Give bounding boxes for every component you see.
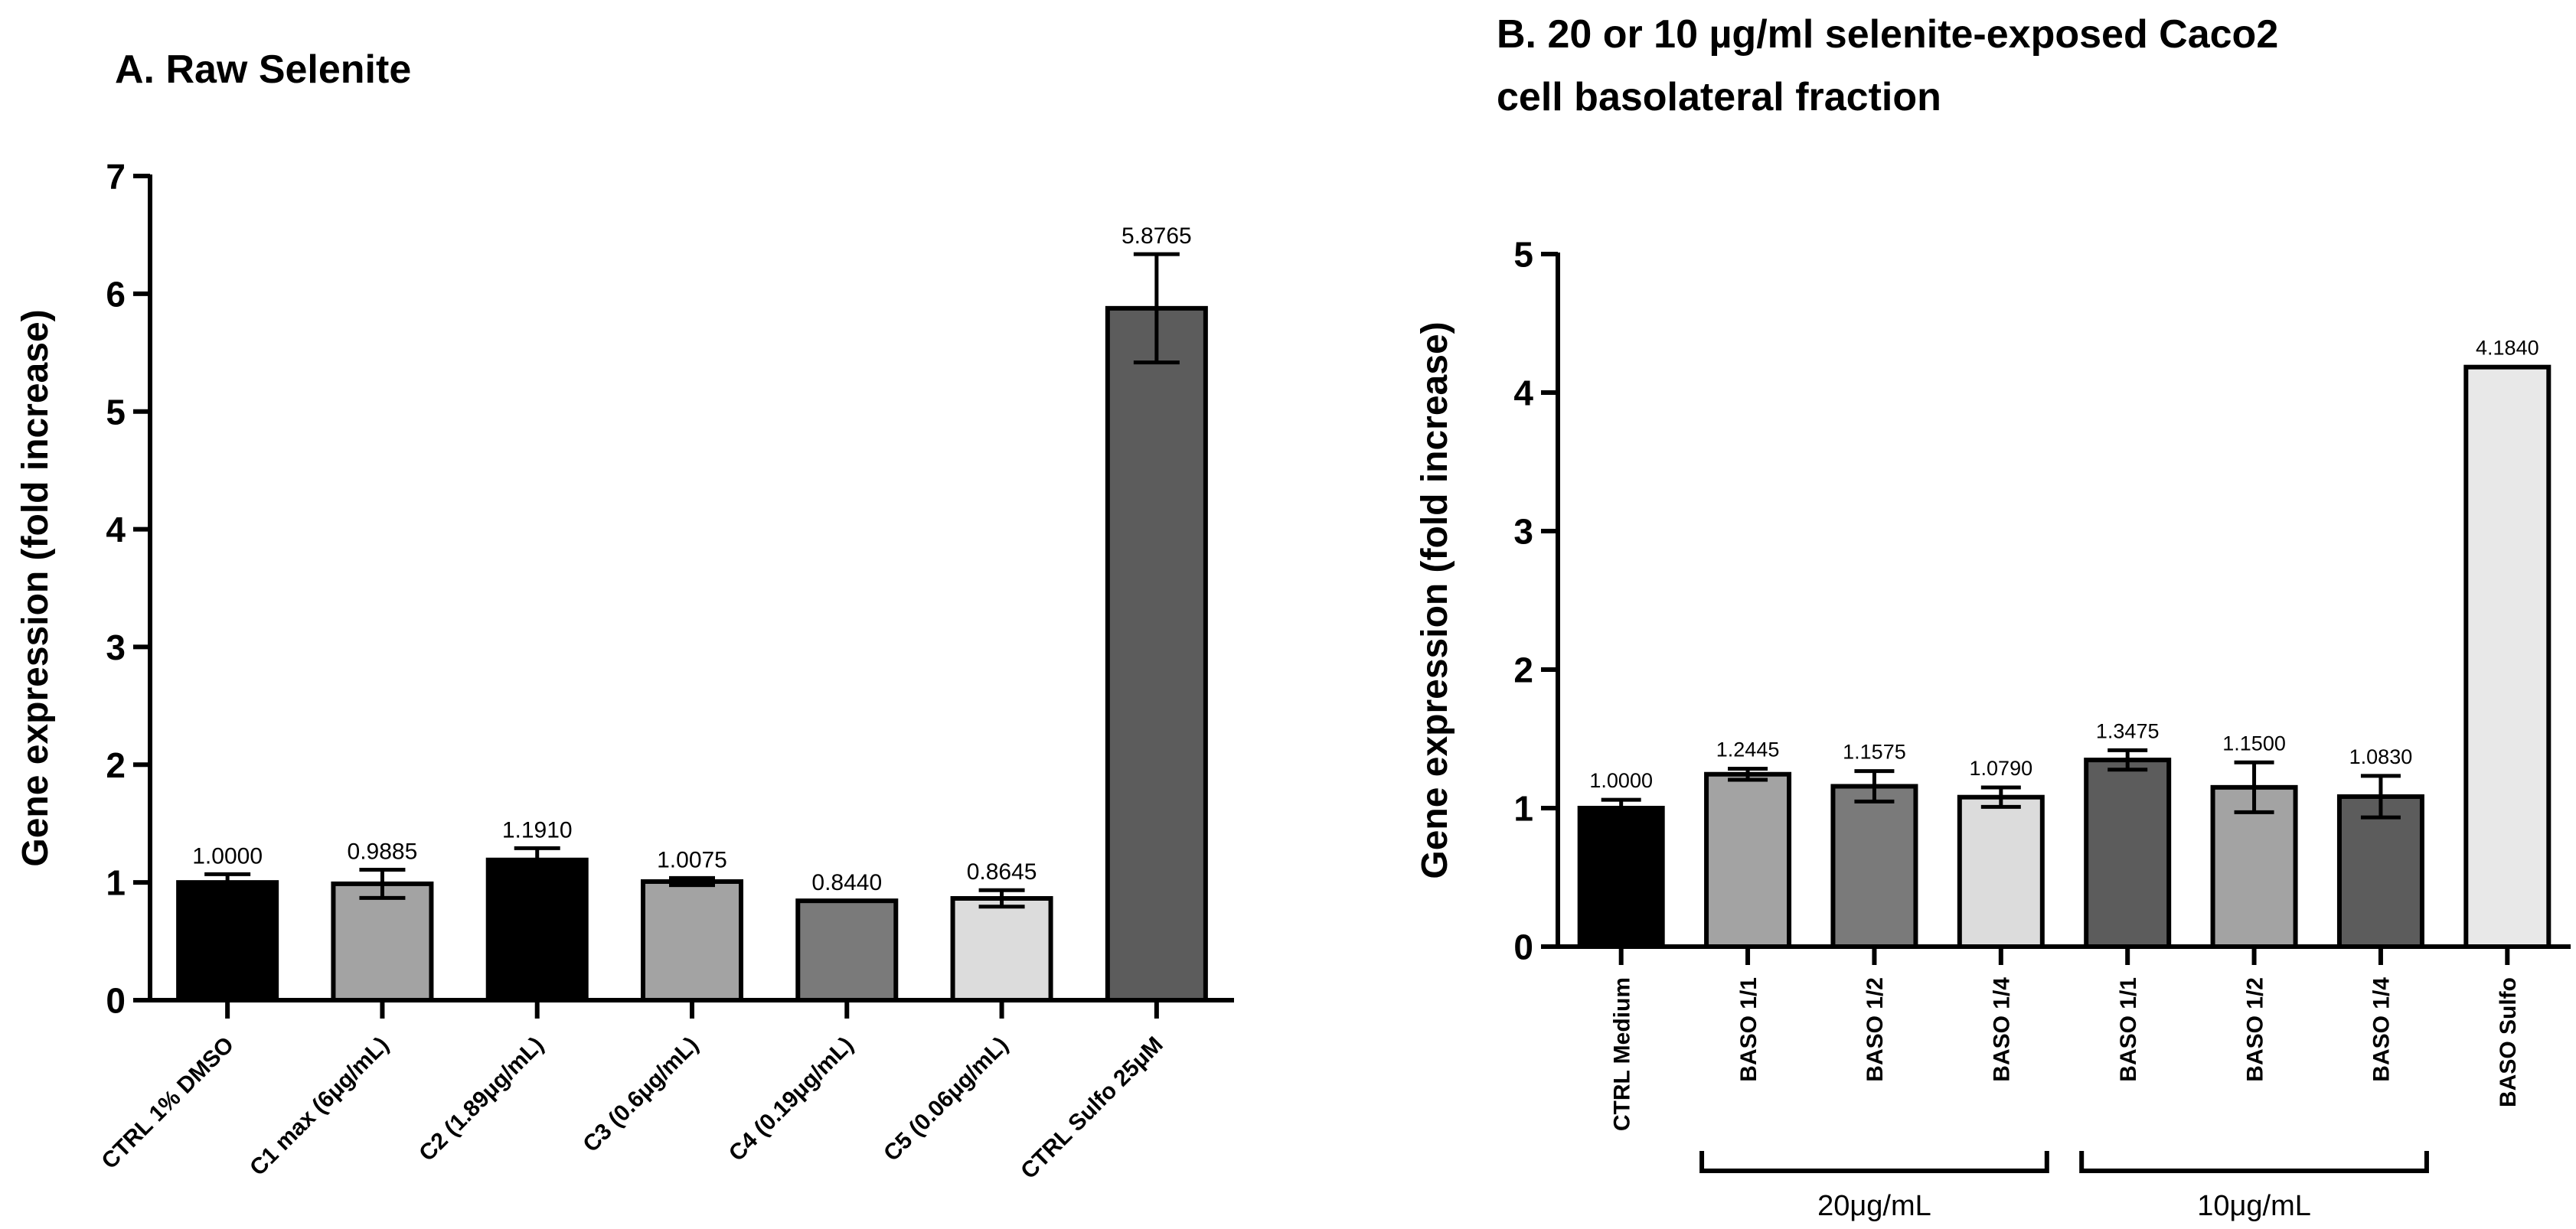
chart-a: A. Raw Selenite Gene expression (fold inc… <box>15 47 1234 1184</box>
bar <box>1957 794 2045 950</box>
x-tick-label: BASO 1/1 <box>2116 977 2141 1082</box>
data-label: 0.8645 <box>967 859 1037 885</box>
chart-title: B. 20 or 10 µg/ml selenite-exposed Caco2 <box>1497 12 2278 57</box>
x-tick-label: BASO 1/2 <box>2242 977 2267 1082</box>
data-label: 0.8440 <box>811 870 882 895</box>
data-label: 1.0790 <box>1970 757 2033 780</box>
x-tick-label: BASO Sulfo <box>2496 977 2521 1107</box>
bar <box>795 898 899 1002</box>
data-label: 1.1910 <box>502 817 573 843</box>
chart-title: cell basolateral fraction <box>1497 75 1941 119</box>
y-tick-label: 4 <box>1513 373 1533 413</box>
x-tick-label: CTRL Sulfo 25μM <box>1016 1032 1168 1185</box>
group-label: 10μg/mL <box>2197 1190 2311 1222</box>
bar <box>950 895 1053 1002</box>
data-label: 1.0830 <box>2349 745 2413 768</box>
y-tick-label: 7 <box>106 157 126 197</box>
y-tick-label: 1 <box>1513 789 1533 829</box>
bar <box>1577 806 1665 949</box>
group-label: 20μg/mL <box>1817 1190 1931 1222</box>
data-label: 1.0000 <box>1589 769 1653 792</box>
y-tick-label: 1 <box>106 863 126 903</box>
y-tick-label: 0 <box>106 981 126 1021</box>
bar <box>331 881 434 1003</box>
chart-b: B. 20 or 10 µg/ml selenite-exposed Caco2… <box>1415 12 2571 1222</box>
x-tick-label: C3 (0.6μg/mL) <box>578 1032 704 1158</box>
data-label: 1.1575 <box>1843 741 1906 764</box>
bar <box>2336 794 2424 950</box>
bar <box>2463 364 2552 950</box>
x-tick-label: BASO 1/4 <box>2369 977 2395 1082</box>
x-tick-label: BASO 1/2 <box>1863 977 1888 1082</box>
data-label: 1.2445 <box>1716 738 1780 761</box>
bar <box>485 857 589 1002</box>
bar <box>1105 305 1208 1002</box>
x-tick-label: CTRL 1% DMSO <box>96 1032 239 1175</box>
x-tick-label: C1 max (6μg/mL) <box>245 1032 393 1181</box>
y-tick-label: 2 <box>106 745 126 785</box>
bar <box>641 879 743 1002</box>
x-tick-label: CTRL Medium <box>1609 977 1634 1131</box>
data-label: 0.9885 <box>348 839 418 864</box>
bar <box>1704 771 1792 949</box>
data-label: 1.0000 <box>192 843 263 869</box>
bar <box>1830 784 1918 950</box>
data-label: 4.1840 <box>2476 337 2539 360</box>
y-tick-label: 4 <box>106 510 126 549</box>
x-tick-label: BASO 1/1 <box>1736 977 1761 1082</box>
bar <box>176 880 279 1002</box>
y-tick-label: 5 <box>1513 235 1533 275</box>
x-tick-label: C5 (0.06μg/mL) <box>879 1032 1013 1166</box>
bar <box>2084 758 2172 949</box>
y-tick-label: 6 <box>106 274 126 314</box>
y-axis-label: Gene expression (fold increase) <box>15 309 56 866</box>
data-label: 1.1500 <box>2222 732 2286 755</box>
y-tick-label: 2 <box>1513 650 1533 690</box>
y-tick-label: 3 <box>106 628 126 667</box>
group-bracket <box>1699 1151 2049 1173</box>
x-tick-label: C2 (1.89μg/mL) <box>414 1032 548 1166</box>
group-bracket <box>2079 1151 2429 1173</box>
y-tick-label: 0 <box>1513 927 1533 967</box>
y-tick-label: 5 <box>106 392 126 432</box>
y-tick-label: 3 <box>1513 512 1533 552</box>
y-axis-label: Gene expression (fold increase) <box>1415 321 1455 879</box>
chart-title: A. Raw Selenite <box>115 47 411 92</box>
data-label: 1.0075 <box>657 847 727 872</box>
data-label: 5.8765 <box>1121 223 1192 249</box>
x-tick-label: BASO 1/4 <box>1990 977 2015 1082</box>
x-tick-label: C4 (0.19μg/mL) <box>724 1032 858 1166</box>
data-label: 1.3475 <box>2096 719 2160 742</box>
